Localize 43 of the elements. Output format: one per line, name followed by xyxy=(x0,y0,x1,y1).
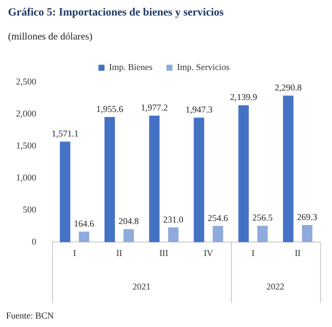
data-label: 164.6 xyxy=(74,218,95,229)
data-label: 231.0 xyxy=(163,214,184,224)
x-tick-label: II xyxy=(116,248,122,258)
bar xyxy=(302,224,312,242)
y-tick-label: 1,500 xyxy=(16,140,37,151)
data-label: 254.6 xyxy=(208,212,229,223)
data-label: 256.5 xyxy=(252,212,274,223)
y-tick-label: 1,000 xyxy=(16,172,37,183)
text: 2021 xyxy=(132,281,150,292)
bar xyxy=(212,226,224,242)
bar xyxy=(168,227,179,242)
chart-title: Gráfico 5: Importaciones de bienes y servicios xyxy=(8,6,224,18)
data-label: 1,977.2 xyxy=(140,102,168,113)
data-label: 269.3 xyxy=(297,212,318,222)
y-tick-label: 2,500 xyxy=(16,76,37,87)
bar xyxy=(282,96,294,242)
data-label: 2,290.8 xyxy=(274,82,302,92)
bar xyxy=(104,117,115,242)
bar xyxy=(194,118,204,242)
data-label: 204.8 xyxy=(118,216,140,226)
bar xyxy=(78,232,90,242)
data-label: 1,947.3 xyxy=(185,104,213,114)
source-note: Fuente: BCN xyxy=(6,310,54,320)
bar xyxy=(60,142,70,242)
x-tick-label: I xyxy=(252,248,255,258)
data-label: 2,139.9 xyxy=(230,92,258,102)
x-tick-label: I xyxy=(73,248,76,258)
data-label: 1,571.1 xyxy=(52,128,79,139)
x-tick-label: IV xyxy=(204,248,214,258)
bar xyxy=(149,116,160,242)
text: 2022 xyxy=(266,281,284,292)
legend-label: Imp. Bienes xyxy=(109,62,153,72)
bar xyxy=(123,229,134,242)
y-tick-label: 0 xyxy=(32,236,37,247)
legend-label: Imp. Servicios xyxy=(177,62,230,72)
x-tick-label: III xyxy=(159,248,168,258)
bar xyxy=(257,226,268,242)
chart-subtitle: (millones de dólares) xyxy=(8,32,92,43)
y-tick-label: 500 xyxy=(22,204,37,215)
data-label: 1,955.6 xyxy=(96,104,124,114)
bar xyxy=(238,105,249,242)
x-tick-label: II xyxy=(294,248,301,258)
y-tick-label: 2,000 xyxy=(16,108,37,119)
